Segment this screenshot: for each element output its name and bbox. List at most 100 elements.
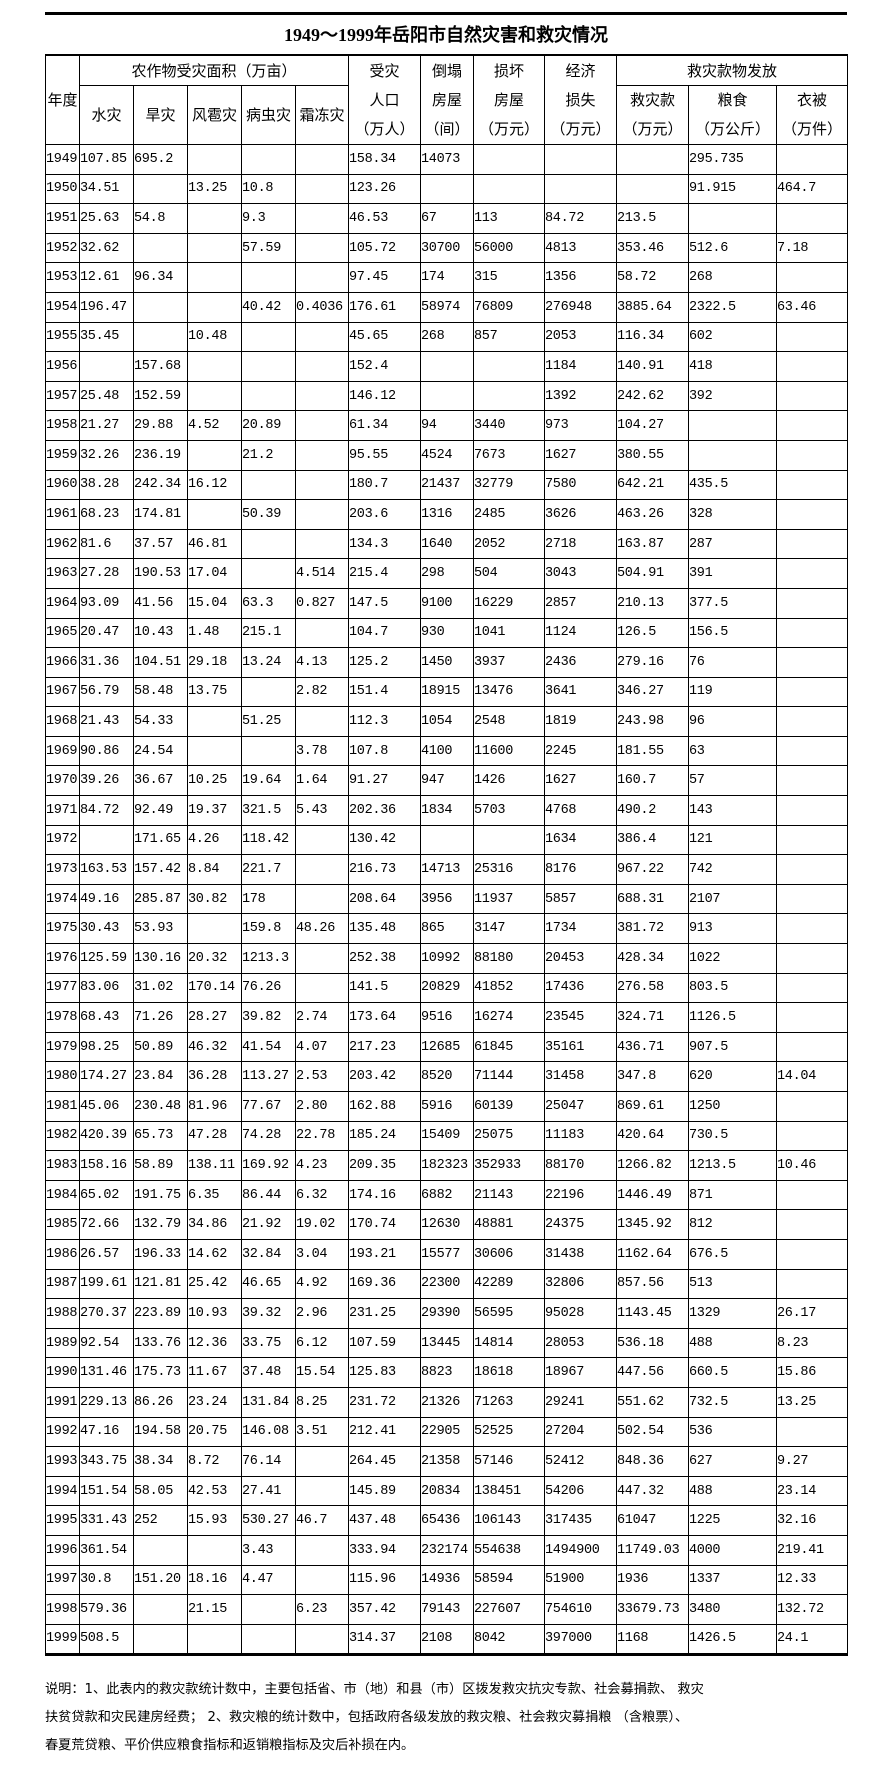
table-cell: 174	[420, 262, 474, 293]
table-cell: 48881	[473, 1209, 545, 1240]
table-cell	[295, 203, 349, 234]
table-cell: 47.28	[187, 1120, 242, 1152]
table-cell: 63.46	[775, 291, 849, 323]
table-cell: 107.59	[348, 1327, 421, 1359]
table-cell: 170.74	[348, 1209, 421, 1240]
table-cell: 9.3	[241, 203, 296, 234]
table-cell: 14.62	[187, 1238, 242, 1270]
table-cell: 4.26	[187, 824, 242, 856]
table-cell: 16.12	[187, 469, 242, 501]
table-cell	[295, 232, 349, 264]
year-cell: 1975	[45, 913, 80, 945]
table-cell: 512.6	[688, 232, 777, 264]
table-cell: 4813	[544, 232, 617, 264]
table-cell: 181.55	[616, 735, 689, 767]
table-cell: 343.75	[79, 1446, 134, 1477]
table-cell: 203.6	[348, 499, 421, 530]
table-cell: 151.54	[79, 1475, 134, 1507]
table-cell: 1426.5	[688, 1623, 777, 1655]
table-cell: 1054	[420, 706, 474, 737]
disaster-relief-table: 年度 农作物受灾面积（万亩） 受灾 人口 （万人） 倒塌 房屋 （间） 损坏 房屋 （万元）…	[45, 54, 849, 1657]
table-cell: 1022	[688, 943, 777, 974]
table-cell: 504	[473, 558, 545, 589]
table-cell: 194.58	[133, 1416, 188, 1448]
table-cell: 229.13	[79, 1386, 134, 1418]
table-cell	[775, 469, 849, 501]
table-cell: 30606	[473, 1238, 545, 1270]
table-cell: 732.5	[688, 1386, 777, 1418]
table-row: 1955 35.45 10.48 45.65 268 857 2053 116.34 602	[45, 321, 849, 353]
table-cell: 380.55	[616, 439, 689, 471]
table-cell	[295, 528, 349, 560]
table-cell: 17.04	[187, 558, 242, 589]
table-cell	[775, 1416, 849, 1448]
table-cell	[775, 883, 849, 915]
table-cell: 4.13	[295, 647, 349, 678]
year-cell: 1979	[45, 1031, 80, 1063]
table-cell: 160.7	[616, 765, 689, 797]
table-row: 1952 32.62 57.59 105.72 30700 56000 4813 353.46…	[45, 232, 849, 264]
table-cell: 397000	[544, 1623, 617, 1655]
table-cell: 76.14	[241, 1446, 296, 1477]
table-cell: 32779	[473, 469, 545, 501]
table-cell: 190.53	[133, 558, 188, 589]
table-cell: 171.65	[133, 824, 188, 856]
table-cell: 2.80	[295, 1091, 349, 1122]
table-cell: 9.27	[775, 1446, 849, 1477]
year-cell: 1997	[45, 1564, 80, 1596]
table-cell: 210.13	[616, 587, 689, 619]
table-cell: 19.37	[187, 795, 242, 826]
table-cell: 352933	[473, 1150, 545, 1181]
table-cell	[420, 380, 474, 412]
table-cell: 163.87	[616, 528, 689, 560]
table-cell	[295, 883, 349, 915]
table-cell: 74.28	[241, 1120, 296, 1152]
table-cell: 4000	[688, 1534, 777, 1566]
table-cell: 1168	[616, 1623, 689, 1655]
table-cell: 504.91	[616, 558, 689, 589]
table-cell: 140.91	[616, 351, 689, 382]
table-cell: 10.43	[133, 617, 188, 649]
year-cell: 1956	[45, 351, 80, 382]
table-cell: 223.89	[133, 1298, 188, 1329]
table-cell	[295, 439, 349, 471]
table-cell: 20.47	[79, 617, 134, 649]
table-cell: 8042	[473, 1623, 545, 1655]
table-cell	[295, 351, 349, 382]
table-cell: 8.23	[775, 1327, 849, 1359]
table-cell: 72.66	[79, 1209, 134, 1240]
table-cell: 151.20	[133, 1564, 188, 1596]
table-cell: 742	[688, 854, 777, 885]
table-cell: 8520	[420, 1061, 474, 1092]
table-cell: 158.16	[79, 1150, 134, 1181]
table-cell: 930	[420, 617, 474, 649]
year-cell: 1978	[45, 1002, 80, 1033]
table-cell: 15.54	[295, 1357, 349, 1388]
table-cell: 3440	[473, 410, 545, 441]
table-cell: 16274	[473, 1002, 545, 1033]
table-cell	[133, 173, 188, 205]
table-row: 1949 107.85 695.2 158.34 14073 295.735	[45, 144, 849, 175]
table-cell	[187, 706, 242, 737]
table-cell: 1345.92	[616, 1209, 689, 1240]
table-cell: 4100	[420, 735, 474, 767]
table-cell: 913	[688, 913, 777, 945]
table-cell	[133, 1534, 188, 1566]
table-cell: 57	[688, 765, 777, 797]
table-cell: 3.04	[295, 1238, 349, 1270]
note-line: 说明：1、此表内的救灾款统计数中，主要包括省、市（地）和县（市）区拨发救灾抗灾专…	[45, 1682, 704, 1697]
table-cell: 1329	[688, 1298, 777, 1329]
table-cell: 45.65	[348, 321, 421, 353]
table-cell: 869.61	[616, 1091, 689, 1122]
table-cell: 865	[420, 913, 474, 945]
table-cell: 38.34	[133, 1446, 188, 1477]
table-cell: 627	[688, 1446, 777, 1477]
table-cell: 76809	[473, 291, 545, 323]
table-row: 1957 25.48 152.59 146.12 1392 242.62 392	[45, 380, 849, 412]
table-cell: 7673	[473, 439, 545, 471]
table-row: 1997 30.8 151.20 18.16 4.47 115.96 14936 58594 5…	[45, 1564, 849, 1596]
table-cell: 21.2	[241, 439, 296, 471]
table-cell	[241, 144, 296, 175]
table-cell: 50.39	[241, 499, 296, 530]
table-cell: 279.16	[616, 647, 689, 678]
